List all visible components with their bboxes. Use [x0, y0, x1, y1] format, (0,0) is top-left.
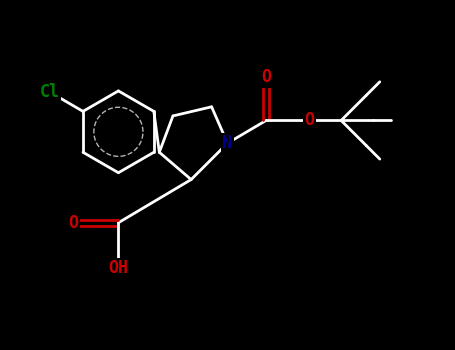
Text: O: O — [304, 111, 314, 130]
Text: O: O — [68, 214, 78, 232]
Text: N: N — [222, 134, 233, 152]
Text: Cl: Cl — [40, 83, 60, 101]
Text: OH: OH — [108, 259, 128, 277]
Text: O: O — [261, 68, 271, 86]
